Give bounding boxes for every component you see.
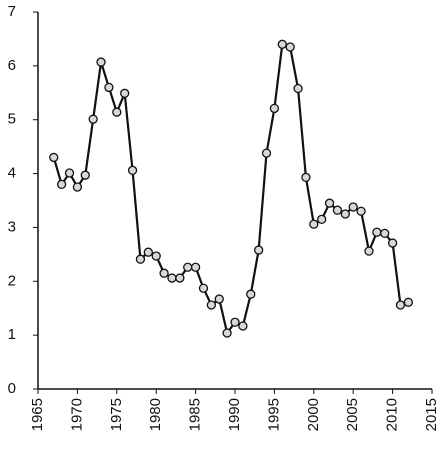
point [269,103,280,114]
x-tick-label: 1970 [68,398,85,431]
point [380,228,390,239]
point [167,273,177,283]
x-tick-label: 2010 [384,398,401,431]
point [230,317,240,327]
point [80,170,90,180]
point [356,206,366,216]
point [309,219,319,229]
point [340,209,350,219]
x-tick-label: 2000 [305,398,322,431]
y-tick-label: 2 [8,272,16,289]
point [49,152,59,163]
x-tick-label: 1990 [226,398,243,431]
point [175,273,185,283]
x-tick-label: 1985 [187,398,204,431]
y-tick-label: 1 [8,326,16,343]
point [261,148,272,158]
point [277,39,287,49]
point [96,57,106,67]
point [190,262,201,272]
point [104,82,114,93]
y-tick-label: 5 [8,111,16,128]
point [183,262,193,272]
x-tick-label: 1995 [265,398,282,431]
point [293,83,303,94]
point [159,268,169,278]
point [64,168,75,178]
point [285,42,295,52]
point [301,172,311,182]
point [238,321,248,331]
y-tick-label: 7 [8,3,16,20]
point [206,300,217,310]
y-tick-label: 3 [8,218,16,235]
point [403,297,414,307]
point [222,328,232,338]
point [135,254,146,264]
y-tick-label: 0 [8,380,16,397]
point [246,289,256,299]
y-tick-label: 4 [8,165,16,182]
x-tick-label: 1980 [147,398,164,431]
point [127,165,138,175]
point [72,182,83,192]
x-tick-label: 1965 [29,398,46,431]
point [143,247,153,257]
y-tick-label: 6 [8,57,16,74]
series-line [52,42,409,336]
point [198,283,209,293]
point [364,246,374,256]
point [151,251,161,261]
point [372,227,382,237]
point [324,198,335,208]
x-tick-label: 1975 [108,398,125,431]
point [332,205,343,215]
point [120,88,130,98]
point [253,245,264,255]
point [387,238,398,248]
x-tick-label: 2015 [423,398,440,431]
point [88,114,98,124]
point [214,294,224,304]
point [56,179,67,189]
point [317,214,327,225]
point [112,107,122,117]
x-tick-label: 2005 [344,398,361,431]
point [348,202,358,212]
point [395,300,406,310]
